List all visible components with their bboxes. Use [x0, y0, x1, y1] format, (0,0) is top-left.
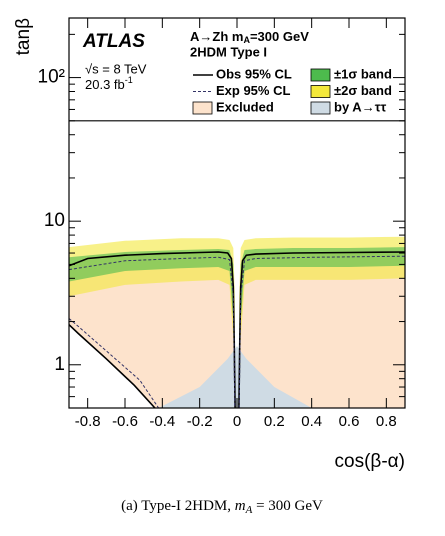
sigma-band — [239, 247, 405, 408]
lumi-sup: -1 — [125, 75, 133, 85]
caption-sub: A — [245, 504, 253, 516]
caption-text: = 300 GeV — [252, 498, 323, 514]
sigma-band — [69, 238, 235, 408]
process-label: A→Zh mA=300 GeV — [190, 29, 309, 45]
expected-line — [68, 255, 406, 409]
x-tick-label: 0.6 — [339, 413, 360, 430]
y-tick-label: 10² — [38, 67, 65, 88]
legend-label: ±1σ band — [334, 66, 392, 81]
legend-label: Exp 95% CL — [216, 83, 290, 98]
caption-text: (a) Type-I 2HDM, — [121, 498, 235, 514]
legend-swatch — [192, 101, 213, 115]
caption-var: m — [235, 498, 246, 514]
x-tick-label: -0.8 — [75, 413, 101, 430]
legend-swatch — [310, 85, 331, 98]
legend-label: ±2σ band — [334, 83, 392, 98]
x-tick-label: 0.2 — [264, 413, 285, 430]
legend-label: by A→ττ — [334, 99, 386, 114]
plot-area — [68, 236, 406, 409]
x-tick-label: -0.2 — [187, 413, 213, 430]
legend-swatch — [310, 68, 331, 82]
legend-swatch — [310, 101, 331, 115]
y-tick-label: 1 — [54, 354, 65, 375]
sigma-band — [239, 236, 405, 408]
caption: (a) Type-I 2HDM, mA = 300 GeV — [121, 498, 323, 515]
process-text: A→Zh m — [190, 29, 243, 44]
process-text: =300 GeV — [250, 29, 309, 44]
process-sub: A — [243, 35, 250, 45]
y-axis-label: tanβ — [13, 18, 34, 55]
x-tick-label: 0.8 — [376, 413, 397, 430]
lumi-text: 20.3 fb — [85, 77, 125, 92]
x-axis-label: cos(β-α) — [335, 451, 405, 472]
excluded-region — [238, 252, 405, 408]
x-tick-label: -0.4 — [149, 413, 175, 430]
x-tick-label: 0 — [233, 413, 241, 430]
lumi-label: 20.3 fb-1 — [85, 75, 133, 92]
x-tick-label: 0.4 — [301, 413, 322, 430]
legend-label: Obs 95% CL — [216, 66, 292, 81]
experiment-label: ATLAS — [82, 31, 145, 52]
energy-label: √s = 8 TeV — [85, 61, 147, 76]
model-label: 2HDM Type I — [190, 44, 267, 59]
legend-label: Excluded — [216, 99, 274, 114]
y-tick-label: 10 — [44, 210, 65, 231]
sigma-band — [69, 249, 235, 408]
x-tick-label: -0.6 — [112, 413, 138, 430]
